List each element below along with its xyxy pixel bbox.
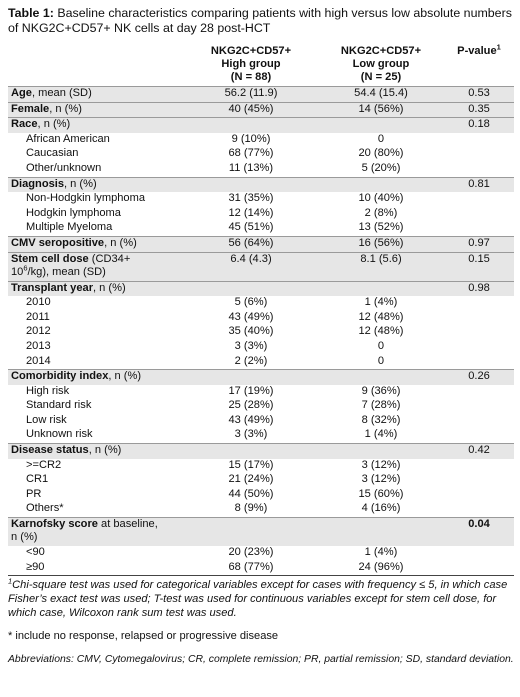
row-stem-cell-dose: Stem cell dose (CD34+ 106/kg), mean (SD)… [8, 251, 514, 282]
row-comorbidity: Comorbidity index, n (%) 0.26 [8, 369, 514, 385]
header-high-group: NKG2C+CD57+ High group (N = 88) [210, 45, 292, 83]
caption-label: Table 1: [8, 6, 54, 20]
header-pvalue: P-value1 [457, 42, 501, 57]
row-transplant-year: Transplant year, n (%) 0.98 [8, 280, 514, 297]
table-caption: Table 1: Baseline characteristics compar… [8, 6, 514, 36]
baseline-table: NKG2C+CD57+ High group (N = 88) NKG2C+CD57… [8, 42, 514, 577]
row-disease-status: Disease status, n (%) 0.42 [8, 443, 514, 459]
row-cm-unknown: Unknown risk 3 (3%) 1 (4%) [8, 428, 514, 444]
row-cm-high: High risk 17 (19%) 9 (36%) [8, 384, 514, 400]
row-ds-cr2: >=CR2 15 (17%) 3 (12%) [8, 458, 514, 474]
row-race: Race, n (%) 0.18 [8, 117, 514, 133]
table-notes: 1Chi-square test was used for categorica… [8, 576, 514, 666]
row-race-caucasian: Caucasian 68 (77%) 20 (80%) [8, 147, 514, 162]
abbreviations: Abbreviations: CMV, Cytomegalovirus; CR,… [8, 654, 514, 666]
row-diag-nhl: Non-Hodgkin lymphoma 31 (35%) 10 (40%) [8, 192, 514, 207]
header-blank [8, 44, 184, 87]
table-header-row: NKG2C+CD57+ High group (N = 88) NKG2C+CD57… [8, 42, 514, 87]
row-k-ge90: ≥90 68 (77%) 24 (96%) [8, 560, 514, 577]
row-year-2012: 2012 35 (40%) 12 (48%) [8, 325, 514, 340]
row-k-lt90: <90 20 (23%) 1 (4%) [8, 546, 514, 561]
row-cm-standard: Standard risk 25 (28%) 7 (28%) [8, 399, 514, 414]
row-female: Female, n (%) 40 (45%) 14 (56%) 0.35 [8, 101, 514, 118]
footnote-1: 1Chi-square test was used for categorica… [8, 576, 508, 620]
row-cmv: CMV seropositive, n (%) 56 (64%) 16 (56%)… [8, 235, 514, 253]
header-low-group: NKG2C+CD57+ Low group (N = 25) [340, 45, 422, 83]
footnote-star: * include no response, relapsed or progr… [8, 630, 279, 643]
row-age: Age, mean (SD) 56.2 (11.9) 54.4 (15.4) 0.5… [8, 86, 514, 103]
row-cm-low: Low risk 43 (49%) 8 (32%) [8, 413, 514, 429]
row-diag-hl: Hodgkin lymphoma 12 (14%) 2 (8%) [8, 206, 514, 222]
row-year-2011: 2011 43 (49%) 12 (48%) [8, 310, 514, 326]
row-diagnosis: Diagnosis, n (%) 0.81 [8, 176, 514, 193]
row-ds-cr1: CR1 21 (24%) 3 (12%) [8, 473, 514, 488]
row-ds-others: Others* 8 (9%) 4 (16%) [8, 502, 514, 518]
caption-text: Baseline characteristics comparing patie… [8, 6, 512, 35]
row-year-2010: 2010 5 (6%) 1 (4%) [8, 296, 514, 311]
row-race-african-american: African American 9 (10%) 0 [8, 132, 514, 148]
row-year-2014: 2014 2 (2%) 0 [8, 354, 514, 370]
row-race-other: Other/unknown 11 (13%) 5 (20%) [8, 161, 514, 178]
row-karnofsky: Karnofsky score at baseline, n (%) 0.04 [8, 517, 514, 547]
row-diag-mm: Multiple Myeloma 45 (51%) 13 (52%) [8, 221, 514, 237]
row-year-2013: 2013 3 (3%) 0 [8, 339, 514, 355]
row-ds-pr: PR 44 (50%) 15 (60%) [8, 487, 514, 503]
